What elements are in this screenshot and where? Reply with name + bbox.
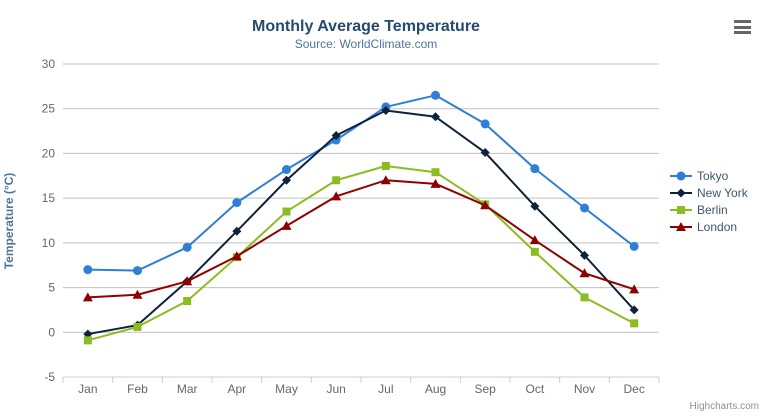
chart-title: Monthly Average Temperature: [252, 18, 480, 35]
square-marker[interactable]: [677, 205, 685, 214]
series-tokyo[interactable]: [83, 90, 639, 276]
x-axis-tick-label: Oct: [525, 382, 544, 396]
circle-marker[interactable]: [83, 265, 93, 275]
x-axis-tick-label: Jul: [378, 382, 393, 396]
triangle-marker[interactable]: [380, 175, 391, 185]
triangle-marker[interactable]: [629, 284, 640, 294]
x-axis-tick-label: Nov: [574, 382, 595, 396]
series-line-berlin: [87, 164, 635, 342]
square-legend-icon: [670, 205, 692, 214]
triangle-marker[interactable]: [281, 220, 292, 230]
x-axis-tick-label: Feb: [127, 382, 148, 396]
hamburger-menu-icon[interactable]: [734, 20, 751, 34]
diamond-marker[interactable]: [676, 188, 686, 197]
hamburger-bar: [734, 25, 751, 29]
x-axis-tick-label: Sep: [474, 382, 496, 396]
diamond-marker[interactable]: [530, 201, 540, 211]
triangle-marker[interactable]: [676, 221, 686, 231]
diamond-marker[interactable]: [282, 175, 291, 185]
square-marker[interactable]: [530, 247, 539, 256]
hamburger-bar: [734, 31, 751, 34]
diamond-marker[interactable]: [381, 106, 391, 116]
x-axis-tick-label: Jun: [326, 382, 345, 396]
axis-layer: -5 0 5 10 15 20 25 30 Jan Feb Mar Apr May Jun Jul Aug Se…: [42, 57, 660, 396]
diamond-marker[interactable]: [83, 329, 93, 339]
y-axis-tick-label: 10: [42, 236, 56, 250]
triangle-marker[interactable]: [132, 289, 143, 299]
square-marker[interactable]: [83, 336, 92, 345]
circle-marker[interactable]: [232, 198, 242, 208]
square-marker[interactable]: [381, 161, 390, 170]
triangle-marker[interactable]: [579, 268, 590, 278]
legend-label: Tokyo: [697, 168, 729, 183]
legend-item-new-york[interactable]: New York: [670, 184, 748, 201]
circle-marker[interactable]: [480, 119, 490, 129]
square-marker[interactable]: [580, 293, 589, 302]
legend-label: London: [697, 219, 738, 234]
circle-marker[interactable]: [580, 203, 589, 213]
credits-link[interactable]: Highcharts.com: [689, 401, 759, 412]
diamond-marker[interactable]: [629, 305, 639, 315]
y-axis-tick-label: 0: [48, 325, 55, 339]
triangle-marker[interactable]: [331, 191, 342, 201]
triangle-marker[interactable]: [529, 235, 540, 245]
series-line-tokyo: [87, 94, 635, 272]
x-axis-tick-label: Mar: [177, 382, 198, 396]
square-marker[interactable]: [133, 322, 142, 331]
grid-layer: [63, 63, 659, 378]
y-axis-tick-label: 20: [42, 146, 56, 160]
y-axis-tick-label: 15: [42, 191, 56, 205]
y-axis-tick-label: 25: [42, 102, 56, 116]
series-new-york[interactable]: [83, 106, 639, 339]
legend-label: Berlin: [697, 202, 728, 217]
hamburger-bar: [734, 20, 751, 23]
legend-item-tokyo[interactable]: Tokyo: [670, 167, 748, 184]
series-line-new-york: [87, 109, 635, 336]
y-axis-title: Temperature (°C): [2, 173, 16, 270]
triangle-marker[interactable]: [82, 292, 93, 302]
circle-marker[interactable]: [530, 164, 540, 174]
circle-marker[interactable]: [676, 171, 686, 180]
y-axis-tick-label: 30: [42, 57, 56, 71]
x-axis-tick-label: Jan: [78, 382, 97, 396]
x-axis-tick-label: Dec: [623, 382, 644, 396]
circle-marker[interactable]: [282, 165, 291, 175]
x-axis-tick-label: May: [275, 382, 298, 396]
diamond-marker[interactable]: [331, 131, 341, 141]
diamond-marker[interactable]: [480, 148, 490, 158]
triangle-marker[interactable]: [480, 200, 491, 210]
series-london[interactable]: [82, 175, 640, 302]
square-marker[interactable]: [282, 207, 291, 216]
x-axis-tick-label: Aug: [425, 382, 446, 396]
triangle-marker[interactable]: [182, 276, 193, 286]
triangle-legend-icon: [670, 221, 692, 231]
circle-marker[interactable]: [182, 242, 192, 252]
square-marker[interactable]: [630, 319, 639, 328]
y-axis-tick-label: 5: [48, 281, 55, 295]
legend-item-london[interactable]: London: [670, 218, 748, 235]
legend-item-berlin[interactable]: Berlin: [670, 201, 748, 218]
legend: Tokyo New York Berlin London: [670, 167, 748, 235]
diamond-legend-icon: [670, 188, 692, 197]
triangle-marker[interactable]: [430, 178, 441, 188]
diamond-marker[interactable]: [580, 250, 589, 260]
legend-label: New York: [697, 185, 748, 200]
chart-subtitle: Source: WorldClimate.com: [295, 37, 438, 51]
square-marker[interactable]: [332, 176, 341, 185]
diamond-marker[interactable]: [431, 112, 440, 122]
y-axis-tick-label: -5: [44, 370, 55, 384]
diamond-marker[interactable]: [232, 226, 242, 236]
circle-marker[interactable]: [133, 266, 142, 276]
series-layer: [82, 90, 640, 345]
series-line-london: [87, 179, 635, 299]
circle-marker[interactable]: [629, 241, 639, 251]
square-marker[interactable]: [183, 296, 192, 305]
x-axis-tick-label: Apr: [227, 382, 246, 396]
circle-marker[interactable]: [431, 90, 440, 100]
square-marker[interactable]: [431, 168, 440, 177]
circle-legend-icon: [670, 171, 692, 180]
triangle-marker[interactable]: [231, 251, 242, 261]
